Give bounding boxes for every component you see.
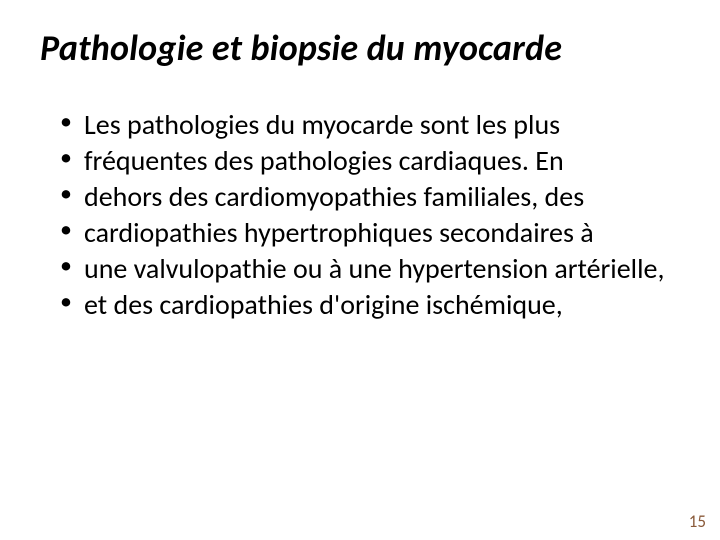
list-item: cardiopathies hypertrophiques secondaire… bbox=[66, 215, 680, 251]
page-number: 15 bbox=[689, 511, 706, 532]
list-item: Les pathologies du myocarde sont les plu… bbox=[66, 107, 680, 143]
list-item: une valvulopathie ou à une hypertension … bbox=[66, 251, 680, 287]
list-item: et des cardiopathies d'origine ischémiqu… bbox=[66, 287, 680, 323]
list-item: dehors des cardiomyopathies familiales, … bbox=[66, 179, 680, 215]
slide-title: Pathologie et biopsie du myocarde bbox=[40, 28, 680, 69]
list-item: fréquentes des pathologies cardiaques. E… bbox=[66, 143, 680, 179]
bullet-list: Les pathologies du myocarde sont les plu… bbox=[40, 107, 680, 322]
slide: Pathologie et biopsie du myocarde Les pa… bbox=[0, 0, 720, 540]
